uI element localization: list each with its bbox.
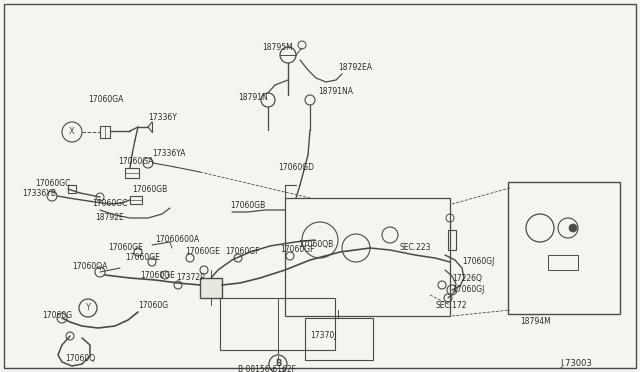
Bar bbox=[220, 298, 335, 350]
Text: X: X bbox=[69, 128, 75, 137]
Bar bbox=[448, 230, 456, 250]
Text: 17060GF: 17060GF bbox=[225, 247, 259, 257]
Text: 17336YA: 17336YA bbox=[152, 150, 186, 158]
Text: 17060GF: 17060GF bbox=[280, 246, 314, 254]
Text: Y: Y bbox=[86, 304, 90, 312]
Text: 17226Q: 17226Q bbox=[452, 273, 482, 282]
Text: 17060GJ: 17060GJ bbox=[462, 257, 494, 266]
Text: B 08156-6162F: B 08156-6162F bbox=[238, 366, 296, 372]
Text: 17060GC: 17060GC bbox=[92, 199, 127, 208]
Text: 17060GB: 17060GB bbox=[230, 202, 265, 211]
Bar bbox=[508, 182, 620, 314]
Text: 17060GC: 17060GC bbox=[35, 180, 70, 189]
Text: 17060GB: 17060GB bbox=[132, 186, 167, 195]
Text: 17060GE: 17060GE bbox=[140, 272, 175, 280]
Text: J.73003: J.73003 bbox=[560, 359, 592, 369]
Text: 17060GE: 17060GE bbox=[108, 244, 143, 253]
Text: 18791NA: 18791NA bbox=[318, 87, 353, 96]
Text: 17060GD: 17060GD bbox=[278, 164, 314, 173]
Text: 17060G: 17060G bbox=[42, 311, 72, 320]
Text: 18794M: 18794M bbox=[520, 317, 551, 327]
Bar bbox=[130, 196, 142, 204]
Text: 17060Q: 17060Q bbox=[65, 353, 95, 362]
Text: B: B bbox=[275, 359, 281, 369]
Bar bbox=[548, 255, 578, 270]
Bar bbox=[68, 185, 76, 193]
Bar bbox=[285, 198, 450, 316]
Text: 17336Y: 17336Y bbox=[148, 113, 177, 122]
Bar bbox=[305, 318, 373, 360]
Bar bbox=[200, 278, 222, 298]
Text: 17060QB: 17060QB bbox=[298, 240, 333, 248]
Text: 17060GE: 17060GE bbox=[125, 253, 160, 263]
Text: 17370J: 17370J bbox=[310, 331, 337, 340]
Text: 17060GE: 17060GE bbox=[185, 247, 220, 257]
Text: 17060GA: 17060GA bbox=[88, 96, 124, 105]
Text: 17336YB: 17336YB bbox=[22, 189, 56, 198]
Text: 18792E: 18792E bbox=[95, 214, 124, 222]
Bar bbox=[125, 168, 139, 178]
Text: SEC.172: SEC.172 bbox=[435, 301, 467, 310]
Text: 17060QA: 17060QA bbox=[72, 262, 108, 270]
Text: 17372P: 17372P bbox=[176, 273, 205, 282]
Circle shape bbox=[569, 224, 577, 232]
Text: 17060G: 17060G bbox=[138, 301, 168, 311]
Text: 17060GA: 17060GA bbox=[118, 157, 154, 167]
Text: 17060GJ: 17060GJ bbox=[452, 285, 484, 295]
Text: 18795M: 18795M bbox=[262, 44, 292, 52]
Bar bbox=[100, 126, 110, 138]
Text: 17060600A: 17060600A bbox=[155, 235, 199, 244]
Text: 18792EA: 18792EA bbox=[338, 64, 372, 73]
Text: SEC.223: SEC.223 bbox=[400, 244, 431, 253]
Text: 18791N: 18791N bbox=[238, 93, 268, 103]
